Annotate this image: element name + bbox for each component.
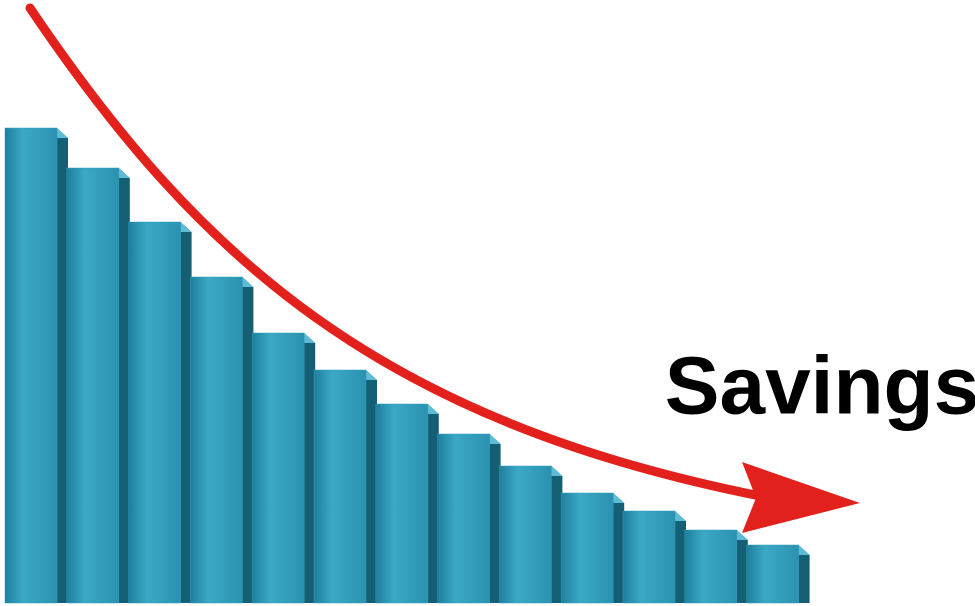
chart-title: Savings — [665, 341, 975, 432]
bar — [375, 403, 429, 604]
bar-side — [613, 493, 625, 603]
bar-side — [551, 466, 563, 603]
bar-side — [118, 168, 130, 603]
bar-side — [366, 370, 377, 603]
bars — [4, 127, 810, 604]
bar-side — [242, 277, 254, 603]
bar-side — [736, 530, 748, 603]
bar — [684, 529, 738, 604]
bar-side — [798, 545, 810, 603]
bar-side — [57, 128, 68, 603]
bar — [190, 276, 243, 604]
bar-side — [180, 222, 192, 603]
bar — [66, 167, 120, 604]
bar — [499, 465, 552, 604]
bar-side — [489, 434, 501, 603]
bar — [4, 127, 58, 604]
bar-side — [427, 404, 439, 603]
bar — [251, 332, 305, 604]
trend-arrow — [25, 3, 765, 501]
bar-side — [675, 511, 686, 603]
bar — [746, 544, 799, 604]
bar — [128, 221, 181, 604]
bar — [313, 369, 367, 604]
bar-side — [304, 333, 316, 603]
bar — [560, 492, 614, 604]
arrow-head — [742, 462, 860, 533]
bar — [622, 510, 676, 604]
bar — [437, 433, 490, 604]
